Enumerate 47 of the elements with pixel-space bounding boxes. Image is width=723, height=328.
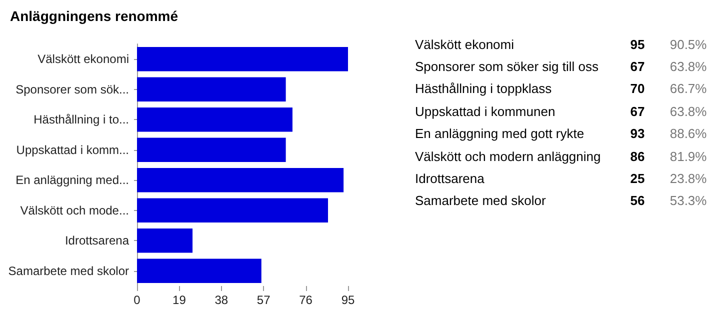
data-label: 70: [629, 80, 645, 98]
x-tick-label: 19: [172, 293, 186, 307]
y-tick-label: Välskött och mode...: [20, 203, 129, 218]
data-label: 88.6%: [668, 125, 707, 144]
bar: [137, 108, 292, 132]
category-label: Hästhållning i toppklass: [415, 80, 553, 98]
data-label: 53.3%: [668, 192, 707, 210]
data-label: 56: [629, 192, 645, 210]
data-label: 67: [629, 58, 645, 76]
bar: [137, 77, 286, 102]
data-label: 63.8%: [668, 58, 707, 76]
data-label: 93: [629, 125, 645, 144]
x-tick-label: 95: [341, 293, 355, 307]
data-label: 66.7%: [668, 80, 707, 98]
data-label: 25: [629, 170, 645, 188]
category-label: Uppskattad i kommunen: [415, 102, 556, 121]
bar: [137, 138, 286, 162]
y-tick-label: Hästhållning i to...: [34, 112, 129, 127]
category-label: Välskött och modern anläggning: [415, 148, 601, 166]
data-label: 23.8%: [668, 170, 707, 188]
bar: [137, 168, 344, 192]
x-tick-label: 57: [256, 293, 271, 307]
category-label: Idrottsarena: [415, 170, 486, 188]
data-label: 67: [629, 102, 645, 121]
x-tick-label: 76: [299, 293, 313, 307]
y-tick-label: Uppskattad i komm...: [16, 142, 129, 157]
x-tick-label: 0: [134, 293, 141, 307]
y-tick-label: Idrottsarena: [64, 234, 130, 248]
bar: [137, 228, 193, 253]
y-tick-label: Sponsorer som sök...: [16, 82, 129, 96]
y-tick-label: En anläggning med...: [16, 173, 129, 188]
data-label: 81.9%: [668, 148, 707, 166]
data-label: 90.5%: [668, 36, 707, 54]
bar: [137, 258, 262, 283]
bar: [137, 198, 328, 222]
category-label: Sponsorer som söker sig till oss: [415, 58, 600, 76]
category-label: Samarbete med skolor: [415, 192, 547, 210]
category-label: En anläggning med gott rykte: [415, 125, 586, 144]
y-tick-label: Välskött ekonomi: [38, 52, 129, 66]
bar: [137, 47, 348, 72]
chart-title: Anläggningens renommé: [10, 8, 178, 24]
data-label: 86: [629, 148, 645, 166]
x-tick-label: 38: [214, 293, 228, 307]
data-label: 95: [629, 36, 645, 54]
y-tick-label: Samarbete med skolor: [8, 264, 129, 278]
category-label: Välskött ekonomi: [415, 36, 515, 54]
data-label: 63.8%: [668, 102, 707, 121]
